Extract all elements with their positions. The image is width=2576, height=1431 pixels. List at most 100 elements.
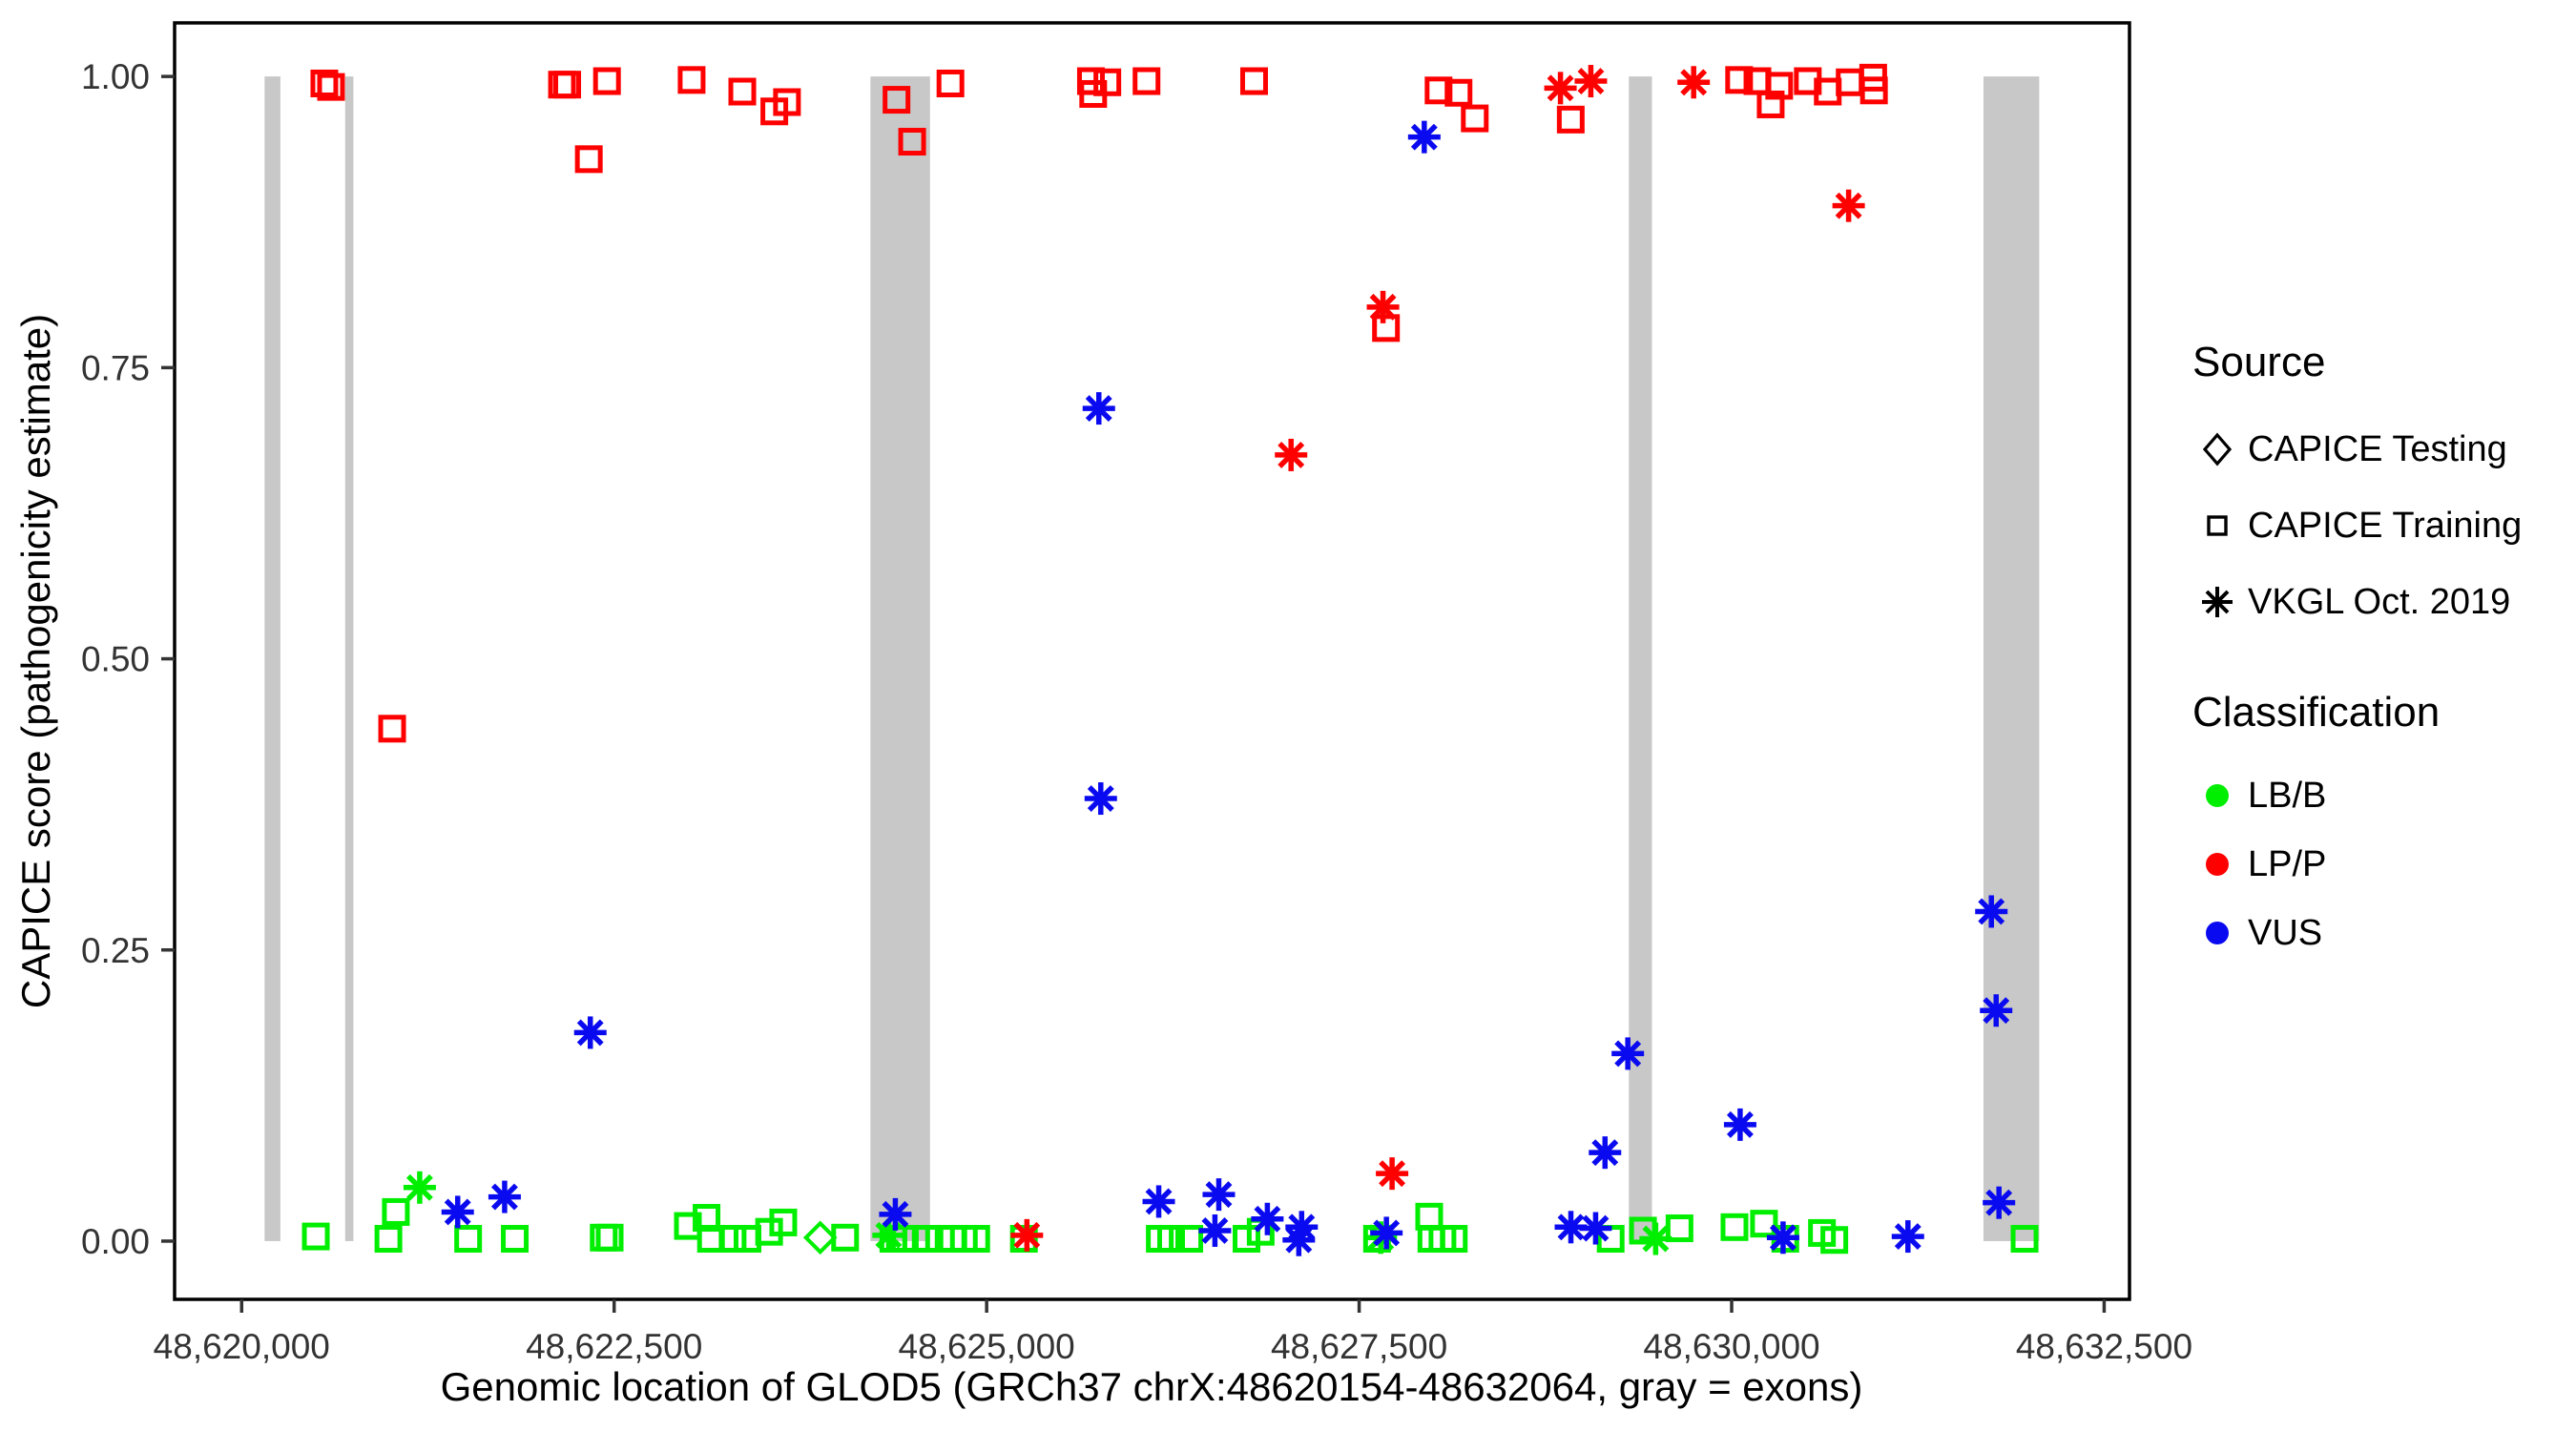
data-point-asterisk	[1677, 66, 1711, 99]
data-point-diamond	[802, 1220, 838, 1255]
data-point-square	[1750, 1210, 1778, 1238]
data-points	[301, 63, 2039, 1256]
data-point-square	[1859, 76, 1888, 105]
data-point-asterisk	[1639, 1222, 1672, 1255]
data-point-asterisk	[1554, 1211, 1588, 1244]
data-point-square	[769, 1208, 798, 1236]
data-point-asterisk	[1766, 1221, 1799, 1255]
legend-item-label: VUS	[2248, 912, 2323, 953]
data-point-square	[1415, 1202, 1444, 1231]
data-point-square	[1756, 90, 1785, 118]
data-point-asterisk	[1579, 1212, 1612, 1245]
data-point-asterisk	[573, 1016, 607, 1049]
legend-item-vus: VUS	[2187, 899, 2440, 967]
data-point-asterisk	[1574, 65, 1608, 98]
data-point-square	[1009, 1225, 1038, 1254]
data-point-asterisk	[1198, 1213, 1232, 1247]
data-point-square	[301, 1222, 330, 1251]
legend-item-label: VKGL Oct. 2019	[2248, 581, 2511, 622]
data-point-asterisk	[1832, 189, 1865, 222]
legend-item-capice-testing: CAPICE Testing	[2187, 411, 2522, 487]
data-point-asterisk	[1544, 72, 1577, 105]
data-point-square	[1440, 1225, 1468, 1254]
data-point-square	[898, 128, 926, 156]
data-point-square	[2010, 1225, 2039, 1254]
data-point-square	[590, 1223, 618, 1252]
data-point-square	[728, 77, 757, 106]
data-point-square	[378, 715, 406, 743]
x-tick-label: 48,625,000	[899, 1327, 1075, 1366]
data-point-asterisk	[1376, 1157, 1409, 1191]
data-point-asterisk	[879, 1197, 912, 1231]
exon-bar	[870, 76, 930, 1241]
axis-ticks: 48,620,000 48,622,500 48,625,000 48,627,500…	[81, 57, 2192, 1366]
exon-bar	[344, 76, 354, 1241]
legend-item-label: LP/P	[2248, 843, 2327, 884]
legend-item-lpp: LP/P	[2187, 830, 2440, 899]
data-point-asterisk	[1084, 782, 1117, 816]
x-axis-title: Genomic location of GLOD5 (GRCh37 chrX:4…	[441, 1364, 1863, 1409]
data-point-square	[1175, 1225, 1204, 1254]
x-tick-label: 48,622,500	[526, 1327, 702, 1366]
data-point-asterisk	[1275, 438, 1308, 471]
data-point-asterisk	[1010, 1218, 1044, 1252]
legend-item-lbb: LB/B	[2187, 761, 2440, 830]
data-point-square	[374, 1225, 403, 1254]
data-point-square	[595, 1223, 624, 1252]
data-point-square	[1233, 1225, 1261, 1254]
data-point-asterisk	[1723, 1108, 1756, 1141]
data-point-square	[883, 86, 911, 114]
y-axis-title: CAPICE score (pathogenicity estimate)	[13, 314, 58, 1008]
data-point-square	[1461, 104, 1489, 133]
legend-item-capice-training: CAPICE Training	[2187, 487, 2522, 564]
data-point-square	[454, 1225, 483, 1254]
exon-bars	[264, 76, 2040, 1241]
y-tick-label: 0.50	[81, 640, 150, 679]
data-point-square	[382, 1197, 410, 1226]
red-dot-icon	[2187, 841, 2248, 887]
series-vkgl-oct-2019-vus	[441, 120, 2016, 1256]
x-tick-label: 48,630,000	[1643, 1327, 1819, 1366]
data-point-square	[773, 88, 801, 116]
asterisk-icon	[2187, 579, 2248, 625]
legend: Source CAPICE Testing CAPICE Training	[2187, 0, 2568, 1431]
x-tick-label: 48,627,500	[1271, 1327, 1447, 1366]
data-point-asterisk	[1082, 392, 1115, 425]
legend-source-title: Source	[2192, 339, 2326, 385]
legend-item-label: CAPICE Training	[2248, 505, 2523, 546]
data-point-square	[310, 69, 339, 97]
data-point-asterisk	[1983, 1186, 2016, 1219]
data-point-asterisk	[488, 1180, 521, 1213]
data-point-asterisk	[1980, 994, 2013, 1027]
data-point-asterisk	[1366, 290, 1400, 323]
data-point-square	[553, 71, 582, 99]
data-point-asterisk	[1589, 1136, 1622, 1170]
data-point-asterisk	[1251, 1202, 1284, 1235]
data-point-square	[1132, 67, 1161, 95]
plot-panel	[173, 21, 2131, 1301]
blue-dot-icon	[2187, 910, 2248, 956]
data-point-square	[936, 69, 965, 97]
data-point-asterisk	[1142, 1185, 1175, 1218]
data-point-square	[1239, 67, 1268, 95]
data-point-square	[501, 1225, 530, 1254]
data-point-square	[718, 1225, 747, 1254]
data-point-square	[1765, 72, 1794, 100]
data-point-square	[1725, 66, 1754, 94]
data-point-asterisk	[1407, 120, 1441, 154]
y-tick-label: 0.25	[81, 931, 150, 970]
data-point-square	[1820, 1226, 1849, 1255]
legend-item-label: CAPICE Testing	[2248, 428, 2507, 469]
square-icon	[2187, 503, 2248, 549]
data-point-asterisk	[1611, 1037, 1645, 1070]
data-point-square	[1720, 1213, 1749, 1241]
data-point-square	[1424, 76, 1453, 105]
y-tick-label: 0.00	[81, 1222, 150, 1261]
data-point-asterisk	[1202, 1178, 1236, 1212]
green-dot-icon	[2187, 773, 2248, 819]
data-point-asterisk	[403, 1171, 436, 1204]
series-capice-training-lp-p	[310, 63, 1888, 743]
exon-bar	[1629, 76, 1652, 1241]
legend-source: Source CAPICE Testing CAPICE Training	[2187, 339, 2522, 640]
